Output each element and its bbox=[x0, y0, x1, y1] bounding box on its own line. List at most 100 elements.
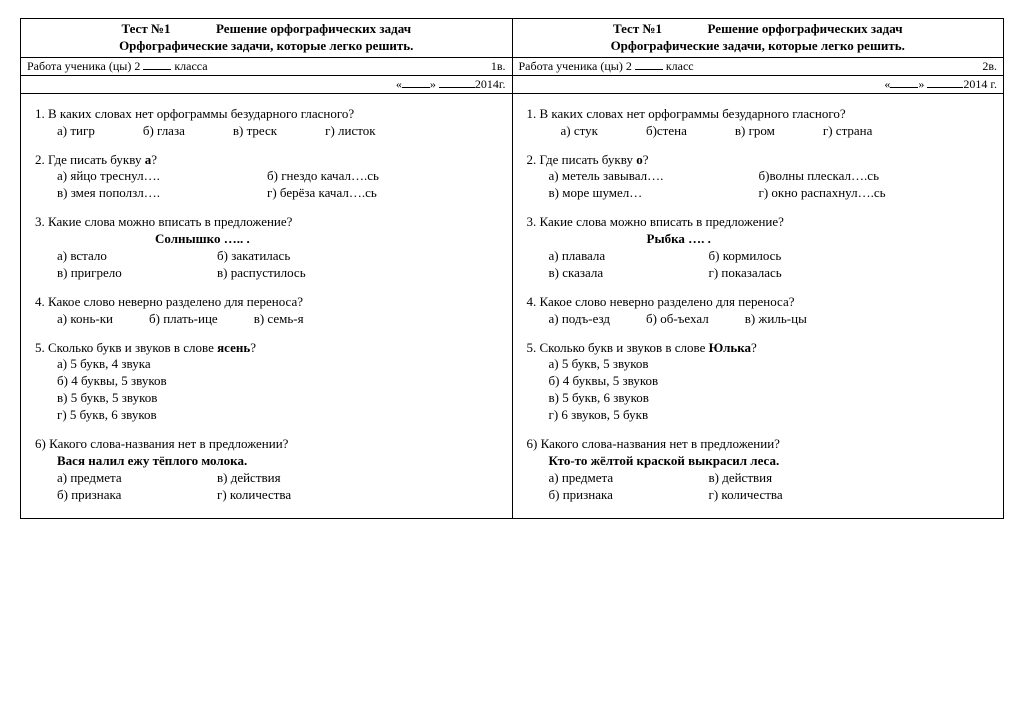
q2-text-r: 2. Где писать букву о? bbox=[527, 152, 990, 169]
student-suffix-l: класса bbox=[171, 59, 207, 73]
title-left-b: Решение орфографических задач bbox=[216, 21, 411, 36]
title-right: Тест №1 Решение орфографических задач Ор… bbox=[513, 19, 1004, 57]
body-left: 1. В каких словах нет орфограммы безудар… bbox=[21, 94, 513, 518]
q4-opts-r: а) подъ-езд б) об-ъехал в) жиль-цы bbox=[527, 311, 990, 328]
q1a-r: а) стук bbox=[561, 123, 598, 140]
q6-opts-l: а) предметав) действия б) признакаг) кол… bbox=[35, 470, 498, 504]
variant-right: 2в. bbox=[982, 59, 997, 74]
q6-l: 6) Какого слова-названия нет в предложен… bbox=[35, 436, 498, 504]
q2-l: 2. Где писать букву а? а) яйцо треснул….… bbox=[35, 152, 498, 203]
student-right: Работа ученика (цы) 2 класс 2в. bbox=[513, 58, 1004, 75]
worksheet-table: Тест №1 Решение орфографических задач Ор… bbox=[20, 18, 1004, 519]
q2a-l: а) яйцо треснул…. bbox=[57, 168, 267, 185]
q2-r: 2. Где писать букву о? а) метель завывал… bbox=[527, 152, 990, 203]
q5a-r: а) 5 букв, 5 звуков bbox=[549, 356, 990, 373]
q3a-l: а) встало bbox=[57, 248, 217, 265]
q1-r: 1. В каких словах нет орфограммы безудар… bbox=[527, 106, 990, 140]
student-left: Работа ученика (цы) 2 класса 1в. bbox=[21, 58, 513, 75]
q3-sub-r: Рыбка …. . bbox=[527, 231, 990, 248]
body-right: 1. В каких словах нет орфограммы безудар… bbox=[513, 94, 1004, 518]
q5-opts-l: а) 5 букв, 4 звука б) 4 буквы, 5 звуков … bbox=[35, 356, 498, 424]
q5-l: 5. Сколько букв и звуков в слове ясень? … bbox=[35, 340, 498, 424]
q5-text-r: 5. Сколько букв и звуков в слове Юлька? bbox=[527, 340, 990, 357]
body-row: 1. В каких словах нет орфограммы безудар… bbox=[21, 94, 1003, 518]
q3-opts-r: а) плавалаб) кормилось в) сказалаг) пока… bbox=[527, 248, 990, 282]
q6a-l: а) предмета bbox=[57, 470, 217, 487]
title-left: Тест №1 Решение орфографических задач Ор… bbox=[21, 19, 513, 57]
q3-l: 3. Какие слова можно вписать в предложен… bbox=[35, 214, 498, 282]
q1c-r: в) гром bbox=[735, 123, 775, 140]
student-row: Работа ученика (цы) 2 класса 1в. Работа … bbox=[21, 58, 1003, 76]
q3d-r: г) показалась bbox=[709, 265, 782, 282]
year-l: 2014г. bbox=[475, 77, 506, 91]
q6-r: 6) Какого слова-названия нет в предложен… bbox=[527, 436, 990, 504]
q5b-l: б) 4 буквы, 5 звуков bbox=[57, 373, 498, 390]
q6-sub-l: Вася налил ежу тёплого молока. bbox=[35, 453, 498, 470]
subtitle-right: Орфографические задачи, которые легко ре… bbox=[517, 38, 1000, 55]
q6d-r: г) количества bbox=[709, 487, 783, 504]
blank-grade-l bbox=[143, 59, 171, 70]
q4b-r: б) об-ъехал bbox=[646, 311, 709, 328]
q1d-r: г) страна bbox=[823, 123, 873, 140]
q1-opts-l: а) тигр б) глаза в) треск г) листок bbox=[35, 123, 498, 140]
blank-month-l bbox=[439, 77, 475, 88]
q5a-l: а) 5 букв, 4 звука bbox=[57, 356, 498, 373]
q2b-r: б)волны плескал….сь bbox=[759, 168, 880, 185]
year-r: 2014 г. bbox=[963, 77, 997, 91]
q6-opts-r: а) предметав) действия б) признакаг) кол… bbox=[527, 470, 990, 504]
q1d-l: г) листок bbox=[325, 123, 375, 140]
q3c-r: в) сказала bbox=[549, 265, 709, 282]
q3-sub-l: Солнышко ….. . bbox=[35, 231, 498, 248]
title-right-b: Решение орфографических задач bbox=[708, 21, 903, 36]
q3d-l: в) распустилось bbox=[217, 265, 306, 282]
q6b-r: в) действия bbox=[709, 470, 773, 487]
q2-opts-r: а) метель завывал….б)волны плескал….сь в… bbox=[527, 168, 990, 202]
q5-text-l: 5. Сколько букв и звуков в слове ясень? bbox=[35, 340, 498, 357]
q4a-l: а) конь-ки bbox=[57, 311, 113, 328]
q1c-l: в) треск bbox=[233, 123, 277, 140]
q6-text-r: 6) Какого слова-названия нет в предложен… bbox=[527, 436, 990, 453]
q3c-l: в) пригрело bbox=[57, 265, 217, 282]
q1-text-r: 1. В каких словах нет орфограммы безудар… bbox=[527, 106, 990, 123]
date-left: «» 2014г. bbox=[21, 76, 513, 93]
q1a-l: а) тигр bbox=[57, 123, 95, 140]
test-num-left: Тест №1 bbox=[121, 21, 170, 36]
blank-month-r bbox=[927, 77, 963, 88]
q3a-r: а) плавала bbox=[549, 248, 709, 265]
subtitle-left: Орфографические задачи, которые легко ре… bbox=[25, 38, 508, 55]
q3b-l: б) закатилась bbox=[217, 248, 290, 265]
date-row: «» 2014г. «» 2014 г. bbox=[21, 76, 1003, 94]
q4-text-r: 4. Какое слово неверно разделено для пер… bbox=[527, 294, 990, 311]
q2d-r: г) окно распахнул….сь bbox=[759, 185, 886, 202]
q2c-l: в) змея поползл…. bbox=[57, 185, 267, 202]
q6a-r: а) предмета bbox=[549, 470, 709, 487]
q5-r: 5. Сколько букв и звуков в слове Юлька? … bbox=[527, 340, 990, 424]
q2a-r: а) метель завывал…. bbox=[549, 168, 759, 185]
q3b-r: б) кормилось bbox=[709, 248, 782, 265]
q2-text-l: 2. Где писать букву а? bbox=[35, 152, 498, 169]
q6d-l: г) количества bbox=[217, 487, 291, 504]
student-suffix-r: класс bbox=[663, 59, 694, 73]
q1b-l: б) глаза bbox=[143, 123, 185, 140]
date-right: «» 2014 г. bbox=[513, 76, 1004, 93]
q2-opts-l: а) яйцо треснул….б) гнездо качал….сь в) … bbox=[35, 168, 498, 202]
variant-left: 1в. bbox=[491, 59, 506, 74]
q3-r: 3. Какие слова можно вписать в предложен… bbox=[527, 214, 990, 282]
q5c-r: в) 5 букв, 6 звуков bbox=[549, 390, 990, 407]
title-row: Тест №1 Решение орфографических задач Ор… bbox=[21, 19, 1003, 58]
student-prefix-r: Работа ученика (цы) 2 bbox=[519, 59, 635, 73]
q1-opts-r: а) стук б)стена в) гром г) страна bbox=[527, 123, 990, 140]
q6-text-l: 6) Какого слова-названия нет в предложен… bbox=[35, 436, 498, 453]
q6-sub-r: Кто-то жёлтой краской выкрасил леса. bbox=[527, 453, 990, 470]
q3-text-l: 3. Какие слова можно вписать в предложен… bbox=[35, 214, 498, 231]
q4-text-l: 4. Какое слово неверно разделено для пер… bbox=[35, 294, 498, 311]
q6b-l: в) действия bbox=[217, 470, 281, 487]
blank-day-l bbox=[402, 77, 430, 88]
q6c-r: б) признака bbox=[549, 487, 709, 504]
q2c-r: в) море шумел… bbox=[549, 185, 759, 202]
q5c-l: в) 5 букв, 5 звуков bbox=[57, 390, 498, 407]
q5d-l: г) 5 букв, 6 звуков bbox=[57, 407, 498, 424]
q4c-r: в) жиль-цы bbox=[745, 311, 807, 328]
q1-l: 1. В каких словах нет орфограммы безудар… bbox=[35, 106, 498, 140]
q4a-r: а) подъ-езд bbox=[549, 311, 611, 328]
